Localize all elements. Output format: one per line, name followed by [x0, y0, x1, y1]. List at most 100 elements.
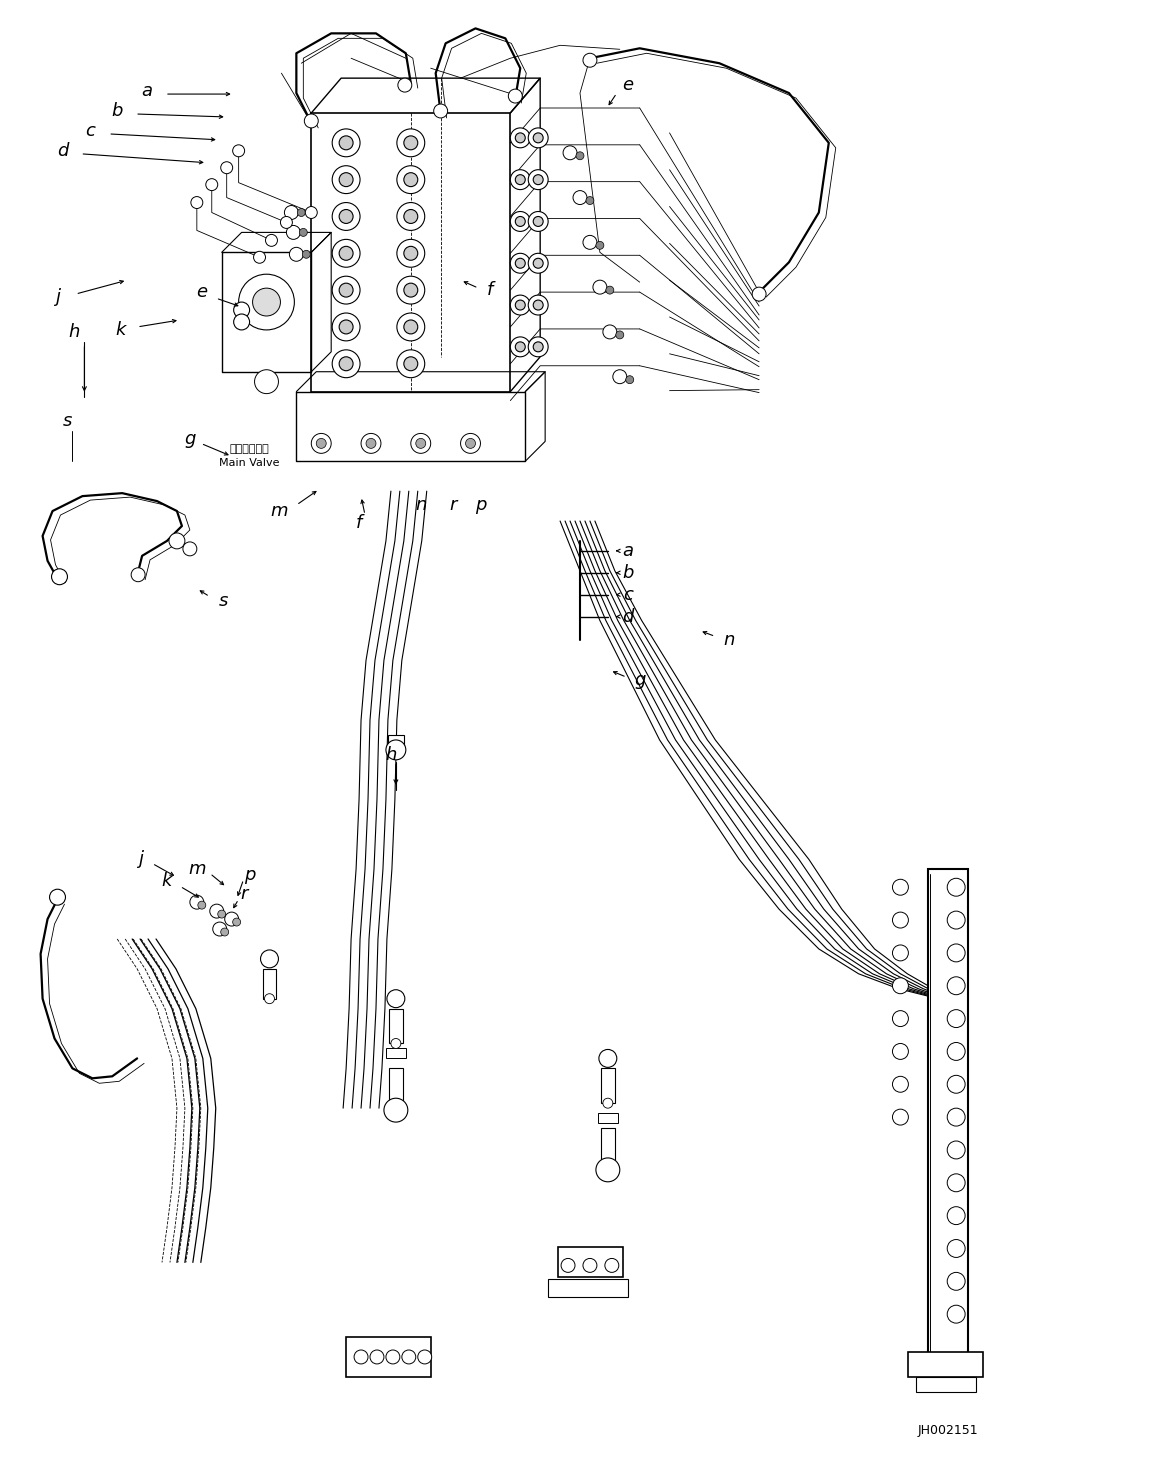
Circle shape	[384, 1099, 407, 1122]
Circle shape	[306, 207, 317, 219]
Circle shape	[265, 235, 277, 246]
Circle shape	[510, 254, 530, 274]
Circle shape	[404, 136, 418, 150]
Text: c: c	[85, 122, 96, 140]
Circle shape	[339, 173, 353, 186]
Circle shape	[892, 1011, 908, 1027]
Circle shape	[332, 350, 360, 377]
Bar	[262, 969, 277, 998]
Text: k: k	[115, 321, 126, 339]
Circle shape	[332, 166, 360, 194]
Circle shape	[947, 1240, 965, 1257]
Circle shape	[299, 229, 307, 236]
Bar	[388, 734, 404, 749]
Circle shape	[563, 146, 577, 160]
Circle shape	[255, 370, 278, 393]
Bar	[601, 1068, 615, 1103]
Circle shape	[947, 976, 965, 995]
Text: g: g	[185, 430, 195, 449]
Circle shape	[312, 433, 331, 453]
Circle shape	[510, 211, 530, 232]
Circle shape	[233, 918, 241, 927]
Circle shape	[947, 1109, 965, 1126]
Circle shape	[947, 1305, 965, 1323]
Text: e: e	[622, 76, 634, 95]
Circle shape	[892, 1109, 908, 1125]
Circle shape	[397, 277, 425, 305]
Circle shape	[947, 1141, 965, 1158]
Circle shape	[332, 313, 360, 341]
Bar	[916, 1377, 976, 1391]
Circle shape	[576, 152, 584, 160]
Circle shape	[516, 258, 525, 268]
Circle shape	[385, 1351, 399, 1364]
Circle shape	[370, 1351, 384, 1364]
Circle shape	[516, 217, 525, 226]
Circle shape	[595, 1158, 620, 1182]
Circle shape	[132, 568, 145, 581]
Circle shape	[947, 1206, 965, 1224]
Circle shape	[516, 300, 525, 310]
Circle shape	[397, 350, 425, 377]
Bar	[346, 1338, 430, 1377]
Circle shape	[220, 928, 228, 935]
Text: f: f	[487, 281, 494, 299]
Circle shape	[892, 879, 908, 895]
Circle shape	[361, 433, 381, 453]
Text: d: d	[622, 608, 634, 625]
Bar	[928, 870, 968, 1356]
Circle shape	[516, 342, 525, 351]
Circle shape	[533, 133, 544, 143]
Circle shape	[52, 568, 67, 584]
Circle shape	[892, 1043, 908, 1059]
Circle shape	[533, 300, 544, 310]
Circle shape	[947, 1042, 965, 1061]
Circle shape	[415, 439, 426, 449]
Text: m: m	[271, 503, 288, 520]
Bar	[548, 1279, 628, 1297]
Circle shape	[605, 1259, 619, 1272]
Circle shape	[253, 288, 280, 316]
Circle shape	[264, 994, 275, 1004]
Text: b: b	[112, 102, 123, 119]
Circle shape	[286, 226, 300, 239]
Text: メインバルブ: メインバルブ	[230, 444, 269, 455]
Text: JH002151: JH002151	[917, 1423, 979, 1437]
Text: p: p	[243, 867, 255, 884]
Circle shape	[332, 203, 360, 230]
Circle shape	[510, 337, 530, 357]
Circle shape	[397, 203, 425, 230]
Circle shape	[533, 217, 544, 226]
Bar	[598, 1113, 617, 1123]
Circle shape	[239, 274, 294, 329]
Circle shape	[529, 296, 548, 315]
Bar	[389, 1008, 403, 1043]
Circle shape	[233, 144, 245, 157]
Bar	[389, 1068, 403, 1109]
Circle shape	[332, 128, 360, 157]
Circle shape	[397, 128, 425, 157]
Circle shape	[602, 1099, 613, 1109]
Circle shape	[602, 325, 616, 339]
Circle shape	[332, 239, 360, 267]
Text: e: e	[196, 283, 208, 302]
Text: f: f	[355, 514, 362, 532]
Circle shape	[606, 286, 614, 294]
Circle shape	[366, 439, 376, 449]
Circle shape	[404, 283, 418, 297]
Circle shape	[561, 1259, 575, 1272]
Text: d: d	[57, 141, 68, 160]
Circle shape	[625, 376, 634, 383]
Circle shape	[613, 370, 627, 383]
Text: p: p	[474, 495, 486, 514]
Circle shape	[947, 1075, 965, 1093]
Circle shape	[305, 114, 319, 128]
Circle shape	[583, 1259, 597, 1272]
Circle shape	[434, 103, 448, 118]
Circle shape	[397, 166, 425, 194]
Circle shape	[508, 89, 523, 103]
Circle shape	[510, 296, 530, 315]
Circle shape	[354, 1351, 368, 1364]
Circle shape	[280, 217, 292, 229]
Circle shape	[947, 944, 965, 962]
